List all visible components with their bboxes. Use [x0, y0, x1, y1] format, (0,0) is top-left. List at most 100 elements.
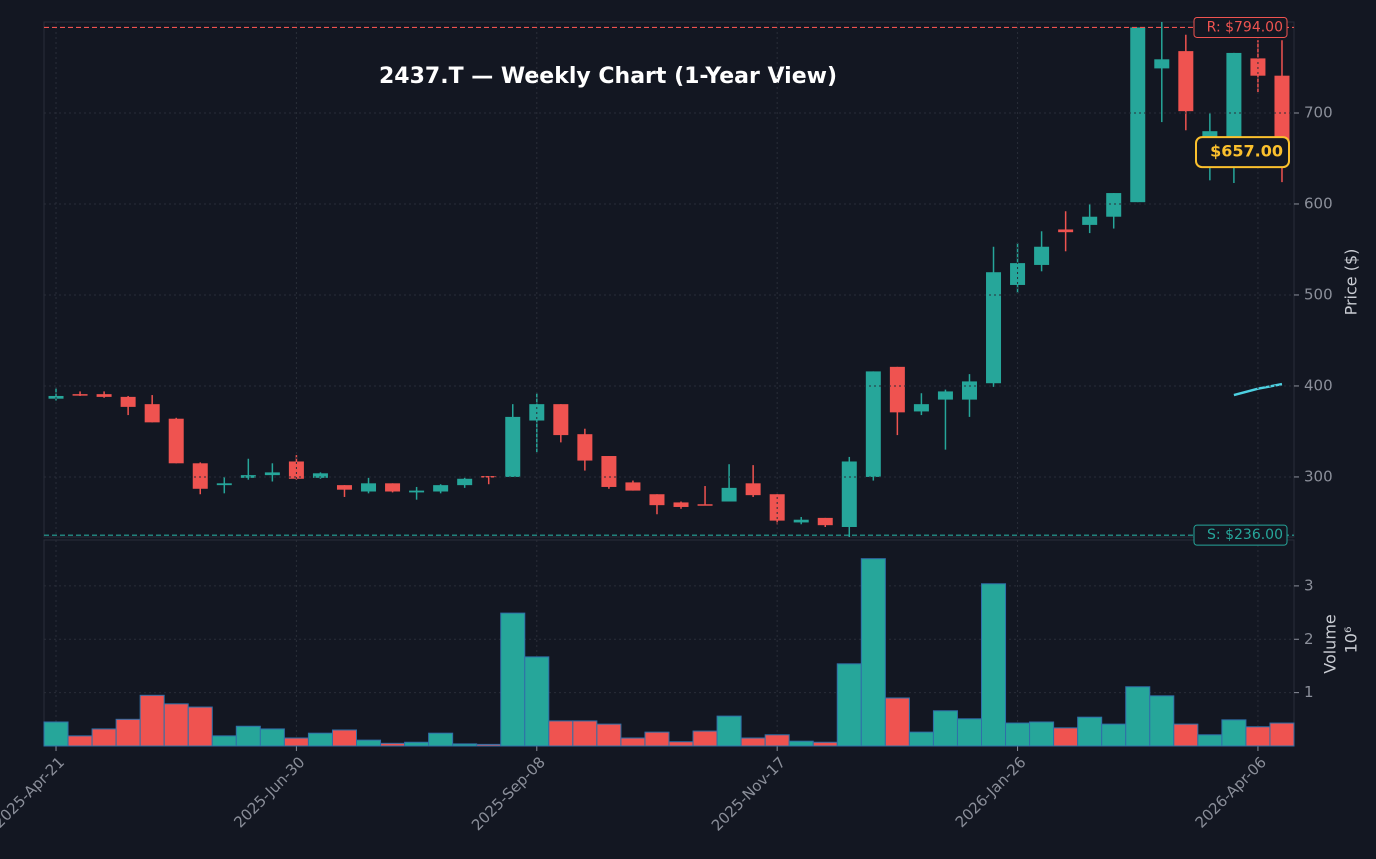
candle-body: [553, 404, 569, 436]
volume-bar: [860, 558, 886, 747]
level-label: R: $794.00: [1207, 19, 1283, 35]
candle-body: [793, 519, 809, 523]
candle-body: [96, 394, 112, 397]
volume-bar: [620, 737, 646, 747]
volume-bar: [500, 612, 526, 747]
volume-bar: [644, 731, 670, 747]
candle-body: [913, 404, 929, 412]
candle-body: [240, 475, 256, 478]
x-tick-label: 2025-Apr-21: [0, 753, 68, 831]
volume-axis-label: Volume: [1321, 614, 1340, 674]
candle-body: [937, 391, 953, 400]
candle-body: [649, 494, 665, 506]
volume-bar: [1245, 726, 1271, 747]
candle-body: [673, 502, 689, 507]
volume-bar: [884, 697, 910, 747]
candle-body: [817, 517, 833, 526]
candle-body: [1130, 27, 1146, 203]
candle-body: [961, 381, 977, 400]
candle-body: [288, 461, 304, 479]
candle-body: [72, 394, 88, 396]
candle-body: [1202, 131, 1218, 141]
candle-body: [385, 483, 401, 492]
candle-body: [601, 456, 617, 487]
volume-bar: [1173, 723, 1199, 747]
candle-body: [1082, 216, 1098, 225]
level-label-box: [1193, 16, 1288, 38]
candle-body: [1058, 229, 1074, 233]
candle-body: [168, 418, 184, 464]
volume-bar: [981, 583, 1007, 747]
y-tick-label: 500: [1304, 285, 1333, 303]
candle-body: [481, 476, 497, 478]
y-axis-label: Price ($): [1342, 249, 1361, 316]
volume-bar: [1029, 721, 1055, 747]
candle-body: [336, 485, 352, 490]
candle-body: [409, 490, 425, 493]
candle-body: [264, 472, 280, 476]
candle-body: [721, 487, 737, 502]
volume-bar: [740, 737, 766, 747]
y-tick-label: 700: [1304, 103, 1333, 121]
volume-bar: [235, 725, 261, 747]
candle-body: [745, 483, 761, 496]
volume-bar: [788, 740, 814, 747]
y-tick-label: 3: [1304, 576, 1314, 594]
volume-bar: [1077, 716, 1103, 747]
volume-bar: [404, 741, 430, 747]
y-tick-label: 1: [1304, 683, 1314, 701]
volume-bar: [932, 710, 958, 747]
candle-body: [216, 483, 232, 486]
volume-bar: [1053, 727, 1079, 747]
candle-body: [312, 473, 328, 478]
candle-body: [889, 366, 905, 413]
candle-body: [144, 404, 160, 423]
candle-body: [120, 396, 136, 407]
volume-bar: [836, 663, 862, 747]
y-tick-label: 2: [1304, 630, 1314, 648]
candle-body: [697, 504, 713, 506]
x-tick-label: 2026-Apr-06: [1192, 753, 1270, 831]
volume-panel: [43, 539, 1295, 747]
volume-bar: [1005, 722, 1031, 747]
candle-body: [865, 371, 881, 477]
volume-bar: [764, 734, 790, 747]
volume-multiplier: 10⁶: [1342, 627, 1361, 654]
x-tick-label: 2026-Jan-26: [952, 753, 1030, 831]
last-price-box: [1195, 136, 1290, 169]
volume-bar: [67, 735, 93, 747]
volume-bar: [716, 715, 742, 747]
level-label: S: $236.00: [1207, 527, 1283, 543]
volume-bar: [307, 732, 333, 747]
volume-bar: [572, 720, 598, 747]
volume-bar: [1125, 686, 1151, 747]
chart-title: 2437.T — Weekly Chart (1-Year View): [379, 64, 837, 89]
volume-bar: [812, 741, 838, 747]
x-tick-label: 2025-Nov-17: [708, 753, 789, 834]
volume-bar: [1197, 734, 1223, 747]
candle-body: [457, 478, 473, 486]
candle-body: [361, 483, 377, 492]
volume-bar: [524, 656, 550, 747]
candle-body: [505, 416, 521, 477]
candle-body: [1106, 193, 1122, 217]
volume-bar: [283, 737, 309, 747]
volume-bar: [91, 728, 117, 747]
volume-bar: [668, 741, 694, 747]
candle-body: [841, 461, 857, 527]
volume-bar: [548, 720, 574, 747]
volume-bar: [908, 731, 934, 747]
candle-body: [1178, 51, 1194, 112]
price-plot: [48, 22, 1290, 537]
candle-body: [1226, 52, 1242, 150]
volume-bar: [163, 703, 189, 747]
candle-body: [986, 272, 1002, 384]
candle-body: [192, 463, 208, 489]
price-panel: [43, 21, 1295, 538]
last-price-label: $657.00: [1210, 142, 1283, 161]
candle-body: [1154, 59, 1170, 69]
volume-bar: [956, 718, 983, 747]
level-label-box: [1193, 524, 1288, 546]
